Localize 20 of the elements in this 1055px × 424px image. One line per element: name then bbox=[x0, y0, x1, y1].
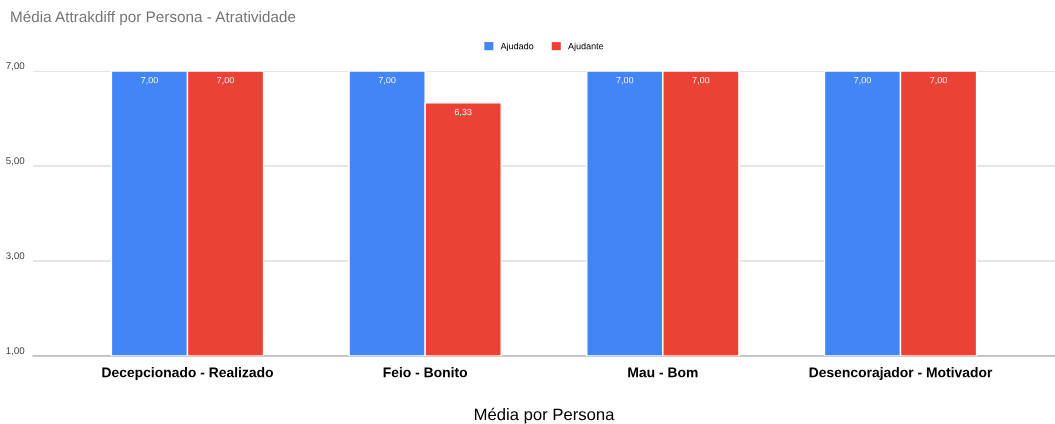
x-axis-title: Média por Persona bbox=[474, 407, 615, 424]
x-tick-label: Feio - Bonito bbox=[383, 367, 468, 378]
chart-title: Média Attrakdiff por Persona - Atratividade bbox=[11, 10, 296, 26]
data-label: 6,33 bbox=[454, 108, 472, 117]
y-tick-label: 3,00 bbox=[6, 252, 25, 261]
data-label: 7,00 bbox=[378, 76, 396, 85]
data-label: 7,00 bbox=[854, 76, 871, 85]
y-tick-label: 7,00 bbox=[6, 62, 25, 71]
x-tick-label: Mau - Bom bbox=[628, 367, 698, 378]
y-tick-label: 1,00 bbox=[6, 347, 25, 356]
legend-label: Ajudante bbox=[568, 42, 604, 52]
data-label: 7,00 bbox=[217, 76, 234, 85]
y-tick-label: 5,00 bbox=[6, 157, 25, 166]
data-label: 7,00 bbox=[141, 76, 158, 85]
data-label: 7,00 bbox=[616, 76, 634, 85]
data-label: 7,00 bbox=[930, 76, 947, 85]
x-tick-label: Desencorajador - Motivador bbox=[809, 367, 993, 381]
legend-label: Ajudado bbox=[500, 42, 534, 52]
data-label: 7,00 bbox=[692, 76, 710, 85]
x-tick-label: Decepcionado - Realizado bbox=[102, 367, 273, 381]
